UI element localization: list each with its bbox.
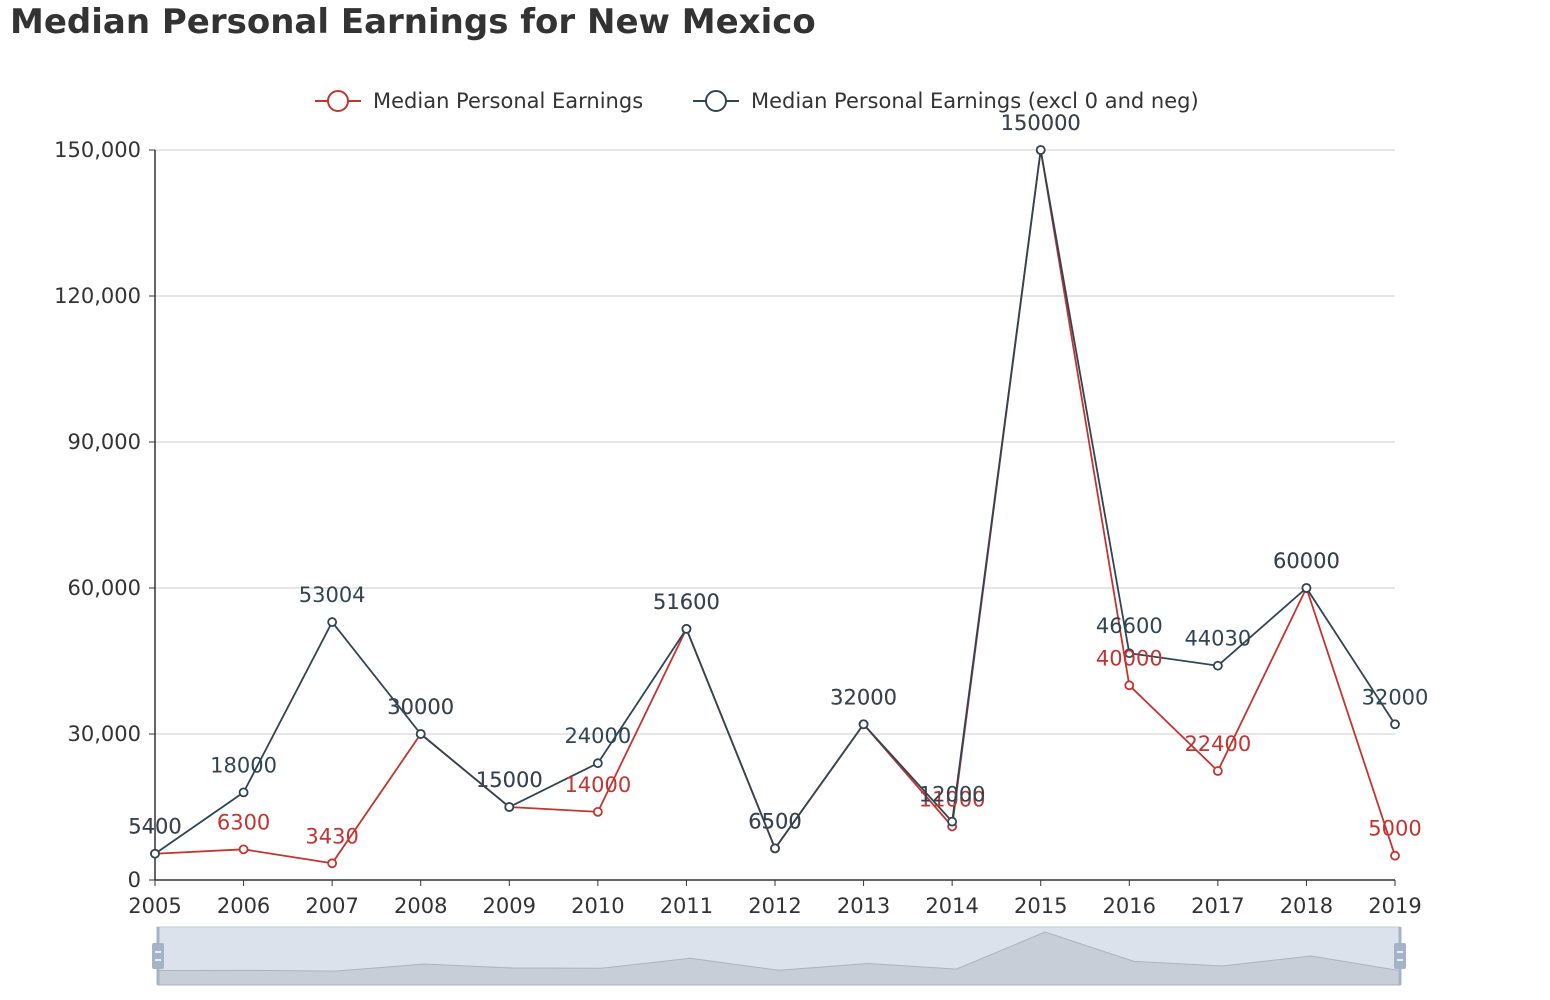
data-point[interactable] xyxy=(1124,680,1135,691)
y-tick-label: 0 xyxy=(128,868,141,892)
data-zoom-slider[interactable] xyxy=(152,926,1406,986)
data-label: 6500 xyxy=(748,809,801,833)
x-tick-label: 2013 xyxy=(837,894,890,918)
data-label: 5400 xyxy=(128,815,181,839)
y-tick-label: 120,000 xyxy=(54,284,141,308)
data-label: 5400 xyxy=(128,815,181,839)
x-tick-label: 2015 xyxy=(1014,894,1067,918)
data-label: 6500 xyxy=(748,809,801,833)
y-axis: 0 30,000 60,000 90,000 120,000 150,000 xyxy=(54,138,156,892)
data-point[interactable] xyxy=(1301,583,1312,593)
data-label: 3430 xyxy=(305,824,358,848)
data-point[interactable] xyxy=(504,802,515,812)
data-label: 11000 xyxy=(919,787,986,811)
data-label: 40000 xyxy=(1096,646,1163,670)
gridlines xyxy=(155,149,1395,735)
data-label: 51600 xyxy=(653,590,720,614)
legend-marker[interactable] xyxy=(705,90,727,112)
data-point[interactable] xyxy=(947,816,958,827)
y-tick-label: 90,000 xyxy=(68,430,141,454)
data-label: 150000 xyxy=(1001,111,1081,135)
data-label: 6300 xyxy=(217,810,270,834)
data-point[interactable] xyxy=(681,623,692,634)
data-label: 30000 xyxy=(387,695,454,719)
legend-label[interactable]: Median Personal Earnings (excl 0 and neg… xyxy=(751,89,1199,113)
data-point[interactable] xyxy=(238,787,249,798)
x-axis: 2005 2006 2007 2008 2009 2010 2011 2012 2013 2014… xyxy=(128,879,1422,918)
data-label: 15000 xyxy=(476,768,543,792)
data-label: 30000 xyxy=(387,695,454,719)
data-label: 53004 xyxy=(299,583,366,607)
x-tick-label: 2018 xyxy=(1280,894,1333,918)
x-tick-label: 2006 xyxy=(217,894,270,918)
data-label: 24000 xyxy=(564,724,631,748)
series-layer xyxy=(150,145,1400,869)
legend-marker[interactable] xyxy=(327,90,349,112)
y-tick-label: 60,000 xyxy=(68,576,141,600)
data-point[interactable] xyxy=(592,758,603,769)
data-label: 22400 xyxy=(1184,732,1251,756)
data-point[interactable] xyxy=(238,844,249,855)
data-label: 32000 xyxy=(830,685,897,709)
data-point[interactable] xyxy=(770,843,780,854)
data-label: 60000 xyxy=(1273,549,1340,573)
x-tick-label: 2008 xyxy=(394,894,447,918)
legend: Median Personal Earnings Median Personal … xyxy=(315,89,1199,113)
series-line-1 xyxy=(154,149,1396,865)
x-tick-label: 2011 xyxy=(660,894,713,918)
data-point[interactable] xyxy=(1035,145,1046,155)
x-tick-label: 2005 xyxy=(128,894,181,918)
x-tick-label: 2019 xyxy=(1368,894,1421,918)
y-tick-label: 150,000 xyxy=(54,138,141,162)
data-point[interactable] xyxy=(1124,648,1135,659)
data-point[interactable] xyxy=(327,858,338,869)
x-tick-label: 2017 xyxy=(1191,894,1244,918)
data-point[interactable] xyxy=(1212,766,1223,776)
y-tick-label: 30,000 xyxy=(68,722,141,746)
data-point[interactable] xyxy=(1390,850,1400,861)
data-label: 32000 xyxy=(1362,685,1429,709)
data-point[interactable] xyxy=(150,848,160,859)
legend-label[interactable]: Median Personal Earnings xyxy=(373,89,643,113)
x-tick-label: 2016 xyxy=(1103,894,1156,918)
x-tick-label: 2012 xyxy=(748,894,801,918)
data-zoom-left-handle[interactable] xyxy=(152,943,164,969)
data-label: 60000 xyxy=(1273,549,1340,573)
data-labels: 5400 6300 3430 30000 15000 14000 51600 6500 3200… xyxy=(128,111,1428,848)
data-label: 14000 xyxy=(564,773,631,797)
data-zoom-right-handle[interactable] xyxy=(1394,943,1406,969)
data-label: 44030 xyxy=(1184,627,1251,651)
data-label: 46600 xyxy=(1096,614,1163,638)
x-tick-label: 2010 xyxy=(571,894,624,918)
data-label: 51600 xyxy=(653,590,720,614)
x-tick-label: 2014 xyxy=(925,894,978,918)
data-zoom-preview xyxy=(157,931,1401,986)
data-label: 32000 xyxy=(830,685,897,709)
data-label: 18000 xyxy=(210,753,277,777)
data-point[interactable] xyxy=(592,806,603,817)
data-label: 15000 xyxy=(476,768,543,792)
chart-title: Median Personal Earnings for New Mexico xyxy=(10,2,816,42)
x-tick-label: 2007 xyxy=(305,894,358,918)
data-point[interactable] xyxy=(1390,719,1400,730)
data-label: 12000 xyxy=(919,783,986,807)
data-point[interactable] xyxy=(327,617,338,627)
x-tick-label: 2009 xyxy=(483,894,536,918)
data-point[interactable] xyxy=(858,719,869,730)
data-label: 5000 xyxy=(1368,817,1421,841)
data-point[interactable] xyxy=(415,729,426,739)
data-point[interactable] xyxy=(1212,660,1223,671)
data-label: 150000 xyxy=(1001,111,1081,135)
